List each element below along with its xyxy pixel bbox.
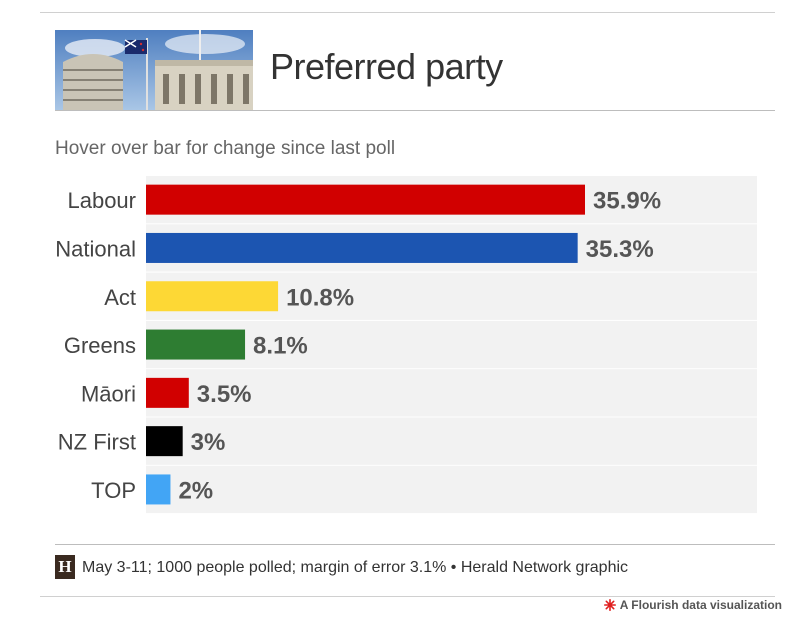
category-label-national: National bbox=[55, 236, 136, 261]
bar-chart: Labour 35.9% National 35.3% Act 10.8% Greens 8.… bbox=[55, 176, 757, 514]
bar-m-ori[interactable] bbox=[146, 377, 189, 408]
herald-logo-icon: H bbox=[55, 555, 75, 579]
footer-divider bbox=[55, 544, 775, 545]
bar-greens[interactable] bbox=[146, 329, 246, 360]
chart-subtitle: Hover over bar for change since last pol… bbox=[55, 138, 396, 159]
value-label-m-ori: 3.5% bbox=[197, 381, 252, 408]
category-label-top: TOP bbox=[91, 478, 136, 503]
category-label-m-ori: Māori bbox=[81, 381, 136, 406]
value-label-labour: 35.9% bbox=[593, 188, 661, 215]
value-label-act: 10.8% bbox=[286, 284, 354, 311]
value-label-greens: 8.1% bbox=[253, 333, 308, 360]
bottom-divider bbox=[40, 596, 775, 597]
category-label-labour: Labour bbox=[67, 188, 136, 213]
value-label-national: 35.3% bbox=[586, 236, 654, 263]
flourish-credit-label: A Flourish data visualization bbox=[619, 598, 782, 612]
bar-top[interactable] bbox=[146, 474, 171, 505]
top-divider bbox=[40, 12, 775, 13]
chart-title: Preferred party bbox=[270, 46, 503, 87]
category-label-nz-first: NZ First bbox=[58, 430, 136, 455]
bar-national[interactable] bbox=[146, 232, 578, 263]
row-background-nz-first bbox=[146, 417, 757, 465]
bar-nz-first[interactable] bbox=[146, 426, 183, 457]
source-note: May 3-11; 1000 people polled; margin of … bbox=[82, 559, 629, 576]
parliament-photo bbox=[55, 30, 253, 110]
header-divider bbox=[55, 110, 775, 111]
flourish-credit[interactable]: A Flourish data visualization bbox=[603, 598, 782, 612]
category-label-greens: Greens bbox=[64, 333, 136, 358]
value-label-top: 2% bbox=[178, 477, 213, 504]
row-background-m-ori bbox=[146, 369, 757, 417]
bar-labour[interactable] bbox=[146, 184, 585, 215]
category-label-act: Act bbox=[104, 285, 136, 310]
bar-act[interactable] bbox=[146, 281, 279, 312]
row-background-top bbox=[146, 465, 757, 514]
value-label-nz-first: 3% bbox=[191, 429, 226, 456]
flourish-logo-icon bbox=[603, 599, 616, 611]
row-background-greens bbox=[146, 320, 757, 369]
